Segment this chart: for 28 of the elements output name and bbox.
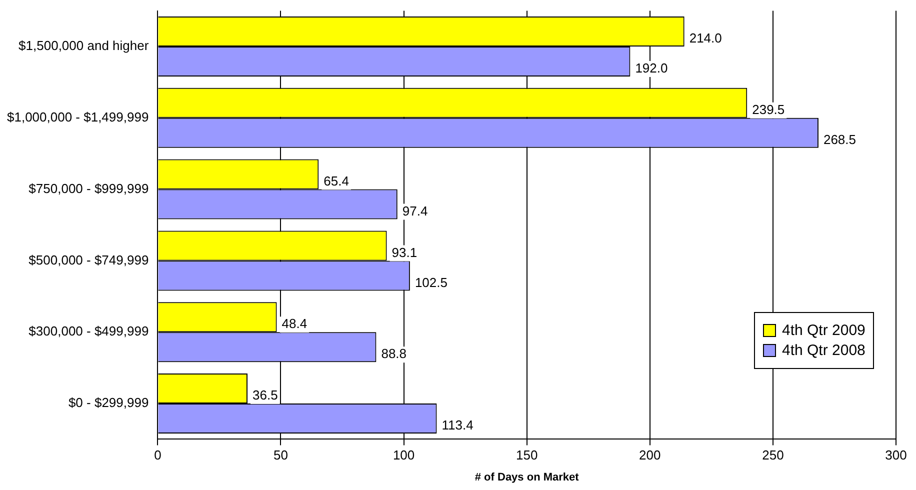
x-tick-label: 100 — [392, 448, 415, 463]
data-label: 97.4 — [402, 203, 428, 218]
data-label: 268.5 — [823, 132, 856, 147]
y-tick-label: $1,500,000 and higher — [18, 38, 150, 54]
x-tick-label: 250 — [762, 448, 784, 463]
y-tick-label: $750,000 - $999,999 — [28, 180, 149, 196]
data-label: 239.5 — [752, 102, 785, 117]
data-label: 36.5 — [252, 388, 278, 403]
legend-label: 4th Qtr 2008 — [781, 342, 866, 360]
data-label: 214.0 — [689, 30, 722, 46]
data-label: 88.8 — [381, 346, 407, 362]
data-label: 102.5 — [414, 274, 448, 290]
x-tick-label: 300 — [885, 448, 907, 463]
data-label: 93.1 — [392, 244, 418, 260]
x-tick-label: 50 — [274, 448, 288, 463]
legend-label: 4th Qtr 2009 — [781, 322, 866, 340]
y-tick-label: $500,000 - $749,999 — [28, 252, 149, 268]
x-tick-label: 150 — [516, 448, 538, 463]
y-tick-label: $0 - $299,999 — [68, 395, 149, 410]
y-tick-label: $300,000 - $499,999 — [28, 324, 149, 339]
data-label: 192.0 — [635, 60, 668, 76]
data-label: 48.4 — [282, 316, 308, 332]
data-label: 65.4 — [324, 173, 349, 188]
x-axis-title: # of Days on Market — [474, 471, 580, 484]
x-tick-label: 200 — [639, 448, 661, 463]
x-tick-label: 0 — [154, 448, 162, 463]
y-tick-label: $1,000,000 - $1,499,999 — [6, 109, 149, 124]
data-label: 113.4 — [442, 418, 474, 433]
